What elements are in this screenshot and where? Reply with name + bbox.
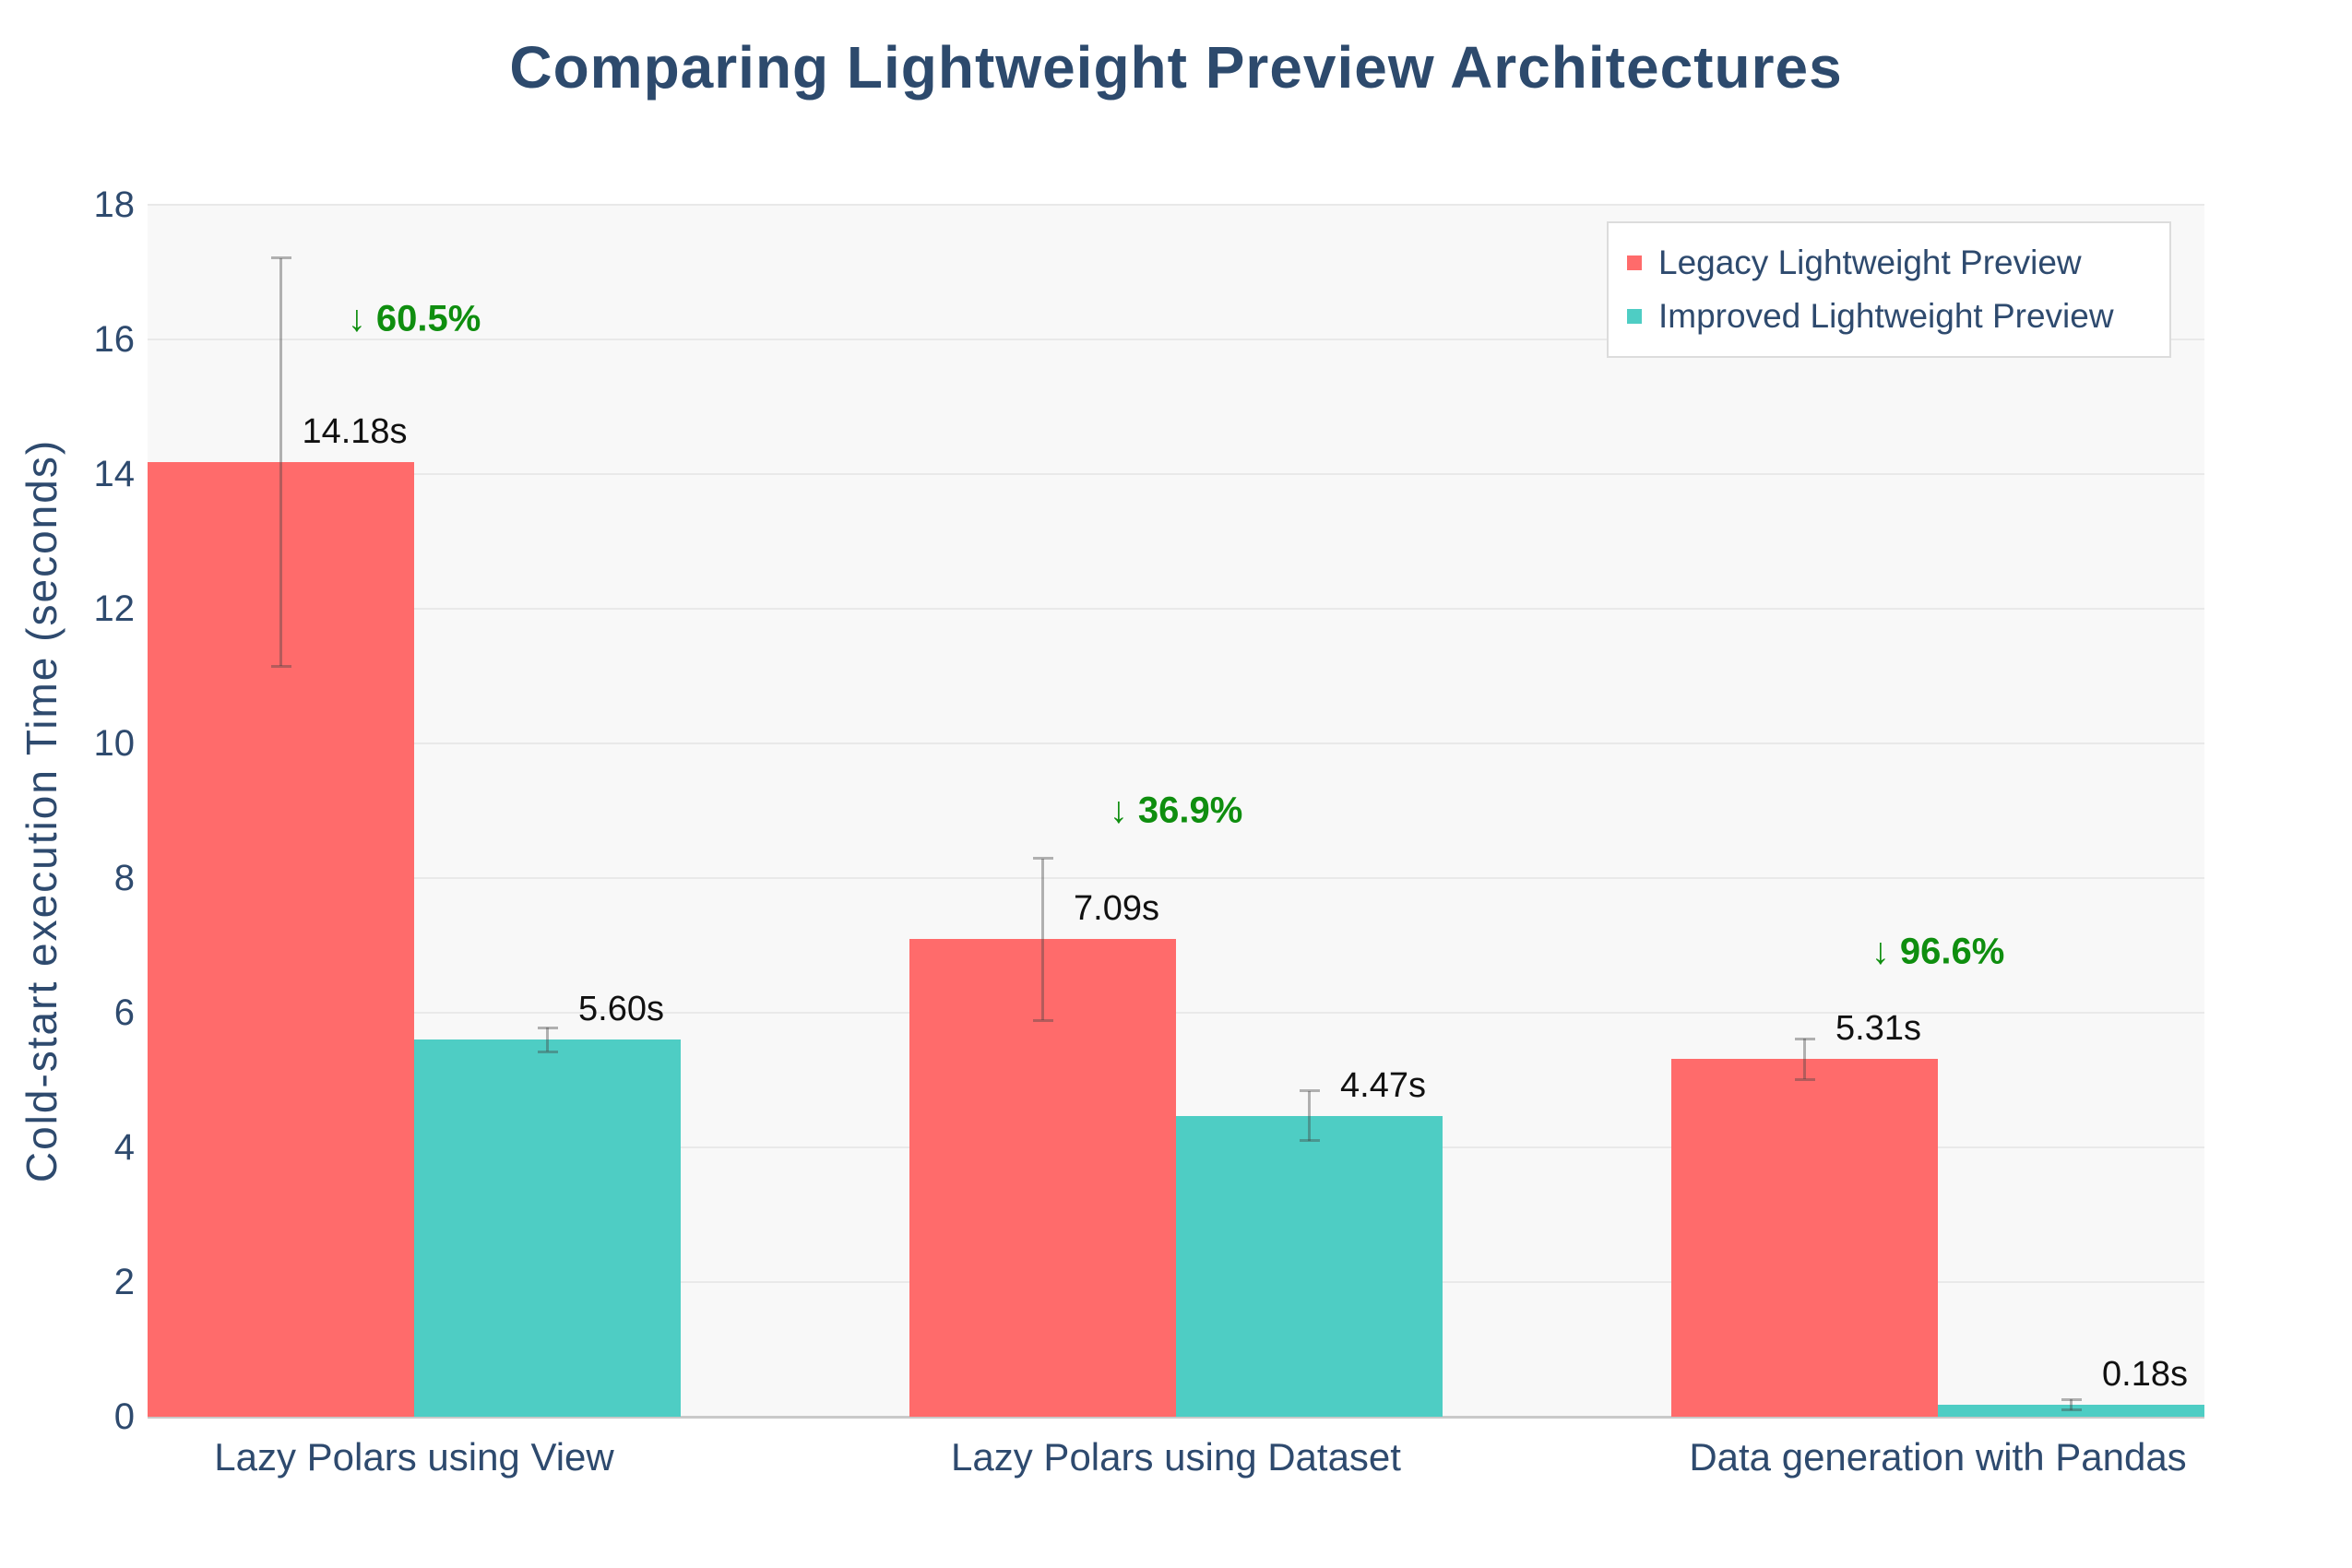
percent-decrease-value: 60.5% (375, 298, 481, 339)
error-bar (1308, 1090, 1311, 1141)
error-bar (2070, 1399, 2073, 1410)
y-tick-label: 2 (113, 1262, 135, 1302)
error-bar (1041, 858, 1044, 1021)
percent-decrease-value: 96.6% (1899, 931, 2005, 972)
x-axis-line (148, 1416, 2204, 1419)
legend-item-improved[interactable]: Improved Lightweight Preview (1627, 290, 2151, 343)
bar-value-label: 5.60s (578, 990, 664, 1029)
bar-legacy-1 (909, 939, 1176, 1417)
y-tick-label: 10 (93, 723, 136, 764)
legend-swatch-legacy-icon (1627, 255, 1642, 270)
bar-improved-1 (1176, 1115, 1443, 1417)
chart-title: Comparing Lightweight Preview Architectu… (509, 34, 1843, 101)
error-bar-cap-bottom (270, 664, 291, 668)
legend-label-improved: Improved Lightweight Preview (1658, 297, 2114, 335)
y-tick-label: 12 (93, 588, 136, 629)
error-bar-cap-bottom (537, 1050, 558, 1053)
error-bar (1803, 1039, 1806, 1080)
error-bar (546, 1028, 549, 1052)
gridline (148, 608, 2204, 610)
y-tick-label: 18 (93, 184, 136, 225)
error-bar (279, 257, 282, 667)
error-bar-cap-bottom (1794, 1077, 1815, 1081)
y-axis-title: Cold-start execution Time (seconds) (18, 438, 65, 1183)
down-arrow-icon: ↓ (1109, 790, 1138, 831)
y-tick-label: 16 (93, 319, 136, 360)
percent-decrease-annotation: ↓ 36.9% (1110, 790, 1243, 832)
legend-swatch-improved-icon (1627, 309, 1642, 324)
error-bar-cap-bottom (1299, 1139, 1320, 1143)
bar-legacy-0 (148, 461, 414, 1417)
legend: Legacy Lightweight Preview Improved Ligh… (1607, 221, 2171, 358)
error-bar-cap-top (270, 256, 291, 260)
gridline (148, 877, 2204, 879)
bar-value-label: 7.09s (1074, 889, 1159, 929)
error-bar-cap-top (1299, 1089, 1320, 1093)
percent-decrease-value: 36.9% (1137, 790, 1243, 831)
bar-value-label: 14.18s (302, 411, 408, 451)
bar-improved-0 (414, 1039, 681, 1417)
down-arrow-icon: ↓ (347, 298, 376, 339)
gridline (148, 1012, 2204, 1014)
bar-improved-2 (1938, 1404, 2204, 1417)
bar-legacy-2 (1671, 1059, 1938, 1417)
error-bar-cap-top (537, 1026, 558, 1029)
down-arrow-icon: ↓ (1871, 931, 1900, 972)
legend-label-legacy: Legacy Lightweight Preview (1658, 244, 2082, 281)
error-bar-cap-bottom (1032, 1018, 1053, 1022)
error-bar-cap-top (1032, 857, 1053, 861)
error-bar-cap-bottom (2061, 1408, 2082, 1412)
gridline (148, 742, 2204, 744)
error-bar-cap-top (2061, 1397, 2082, 1401)
x-category-label: Data generation with Pandas (1689, 1435, 2187, 1479)
bar-value-label: 4.47s (1340, 1065, 1426, 1105)
x-category-label: Lazy Polars using View (214, 1435, 614, 1479)
y-tick-label: 4 (113, 1127, 135, 1168)
gridline (148, 339, 2204, 340)
y-tick-label: 14 (93, 454, 136, 494)
x-category-label: Lazy Polars using Dataset (951, 1435, 1401, 1479)
percent-decrease-annotation: ↓ 60.5% (348, 299, 481, 340)
legend-item-legacy[interactable]: Legacy Lightweight Preview (1627, 236, 2151, 290)
percent-decrease-annotation: ↓ 96.6% (1871, 932, 2005, 973)
y-tick-label: 8 (113, 858, 135, 898)
gridline (148, 473, 2204, 475)
bar-value-label: 5.31s (1835, 1009, 1921, 1049)
gridline (148, 204, 2204, 206)
error-bar-cap-top (1794, 1037, 1815, 1040)
bar-value-label: 0.18s (2102, 1354, 2188, 1394)
y-tick-label: 6 (113, 992, 135, 1033)
y-tick-label: 0 (113, 1396, 135, 1437)
